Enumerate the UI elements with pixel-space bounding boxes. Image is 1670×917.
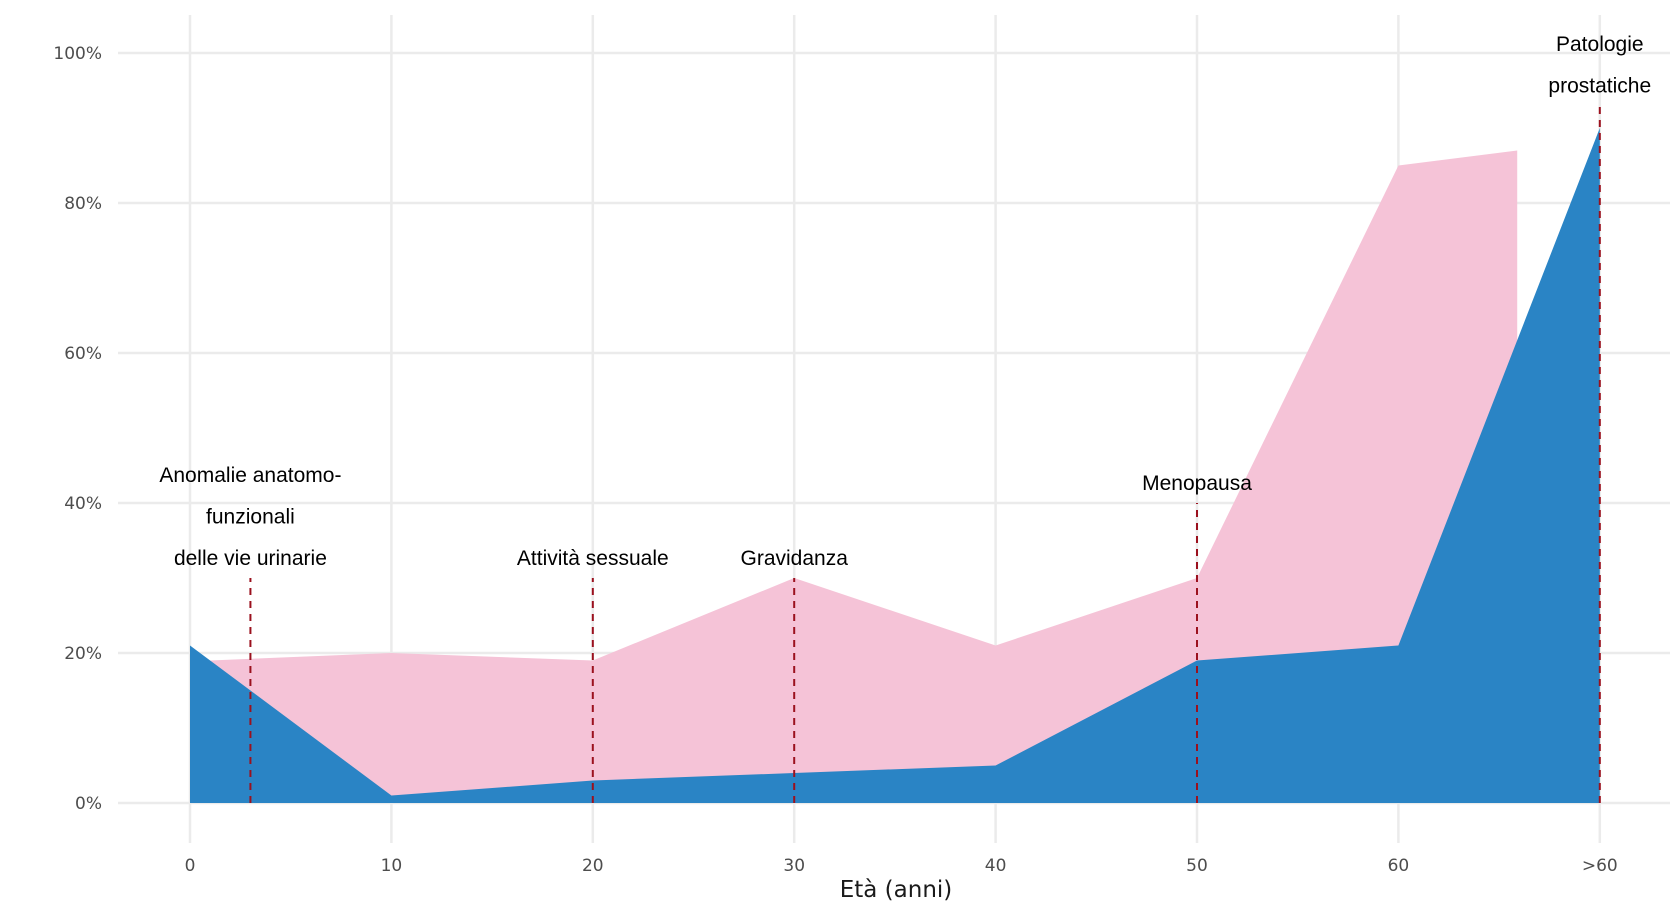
annotation-label: Patologie [1556, 33, 1644, 56]
annotation-label: Attività sessuale [517, 547, 669, 570]
annotation-label: prostatiche [1548, 75, 1651, 98]
y-tick-label: 100% [53, 44, 102, 64]
annotation-label: Anomalie anatomo- [159, 464, 341, 487]
x-tick-label: >60 [1582, 856, 1618, 876]
x-tick-label: 30 [783, 856, 805, 876]
annotation-label: Menopausa [1142, 472, 1252, 495]
annotation-label: funzionali [206, 506, 295, 529]
x-tick-label: 10 [381, 856, 403, 876]
annotation-label: Gravidanza [741, 547, 849, 570]
axis-layer: 0% 20% 40% 60% 80% 100% 0 10 20 30 40 50 60 >60 [53, 44, 1617, 876]
y-tick-label: 40% [64, 494, 102, 514]
y-tick-label: 20% [64, 644, 102, 664]
y-tick-label: 60% [64, 344, 102, 364]
annotation-layer: Anomalie anatomo-funzionali delle vie uri… [159, 33, 1651, 803]
x-axis-title: Età (anni) [840, 877, 953, 903]
area-layer [190, 128, 1600, 803]
area-series-2 [190, 128, 1600, 803]
x-tick-label: 20 [582, 856, 604, 876]
x-tick-label: 0 [185, 856, 196, 876]
y-tick-label: 80% [64, 194, 102, 214]
annotation-label: delle vie urinarie [174, 547, 327, 570]
x-tick-label: 60 [1388, 856, 1410, 876]
area-series-1 [210, 150, 1518, 803]
x-tick-label: 50 [1186, 856, 1208, 876]
y-tick-label: 0% [75, 794, 102, 814]
x-tick-label: 40 [985, 856, 1007, 876]
